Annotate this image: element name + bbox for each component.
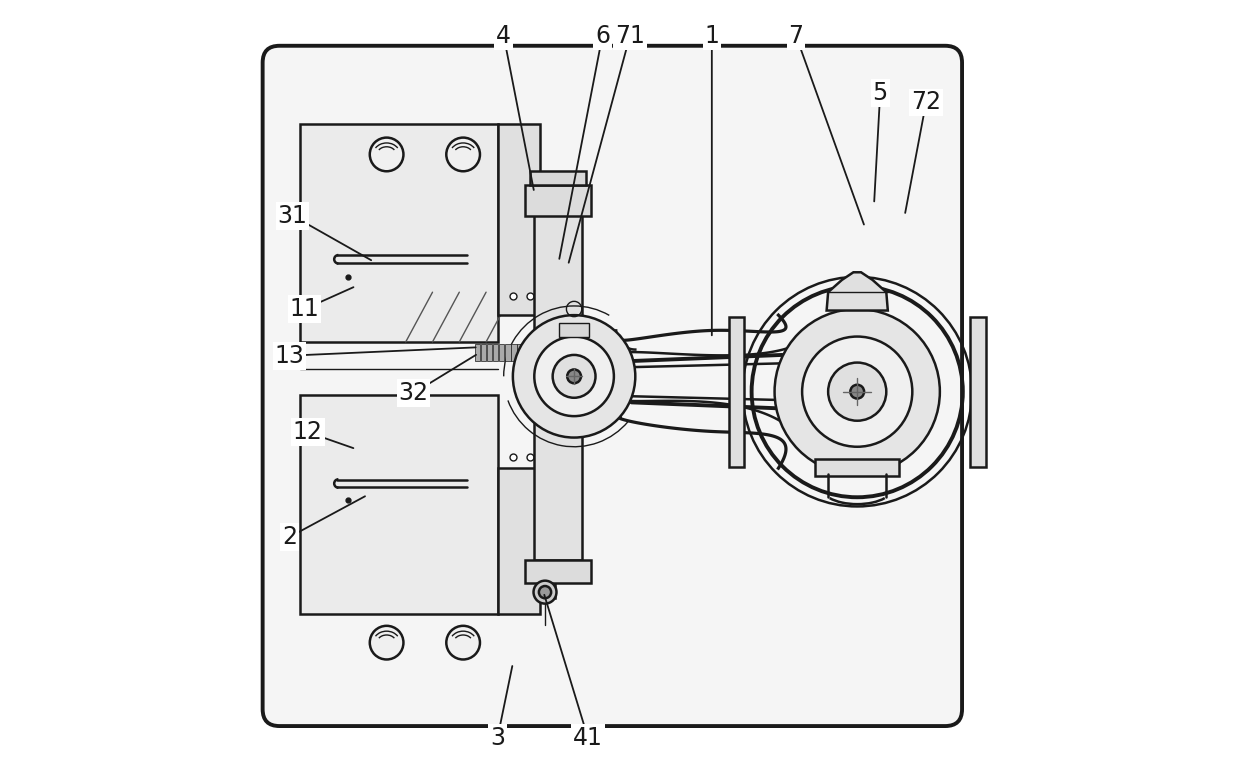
Text: 13: 13 — [274, 344, 304, 368]
Circle shape — [446, 137, 480, 171]
Polygon shape — [300, 124, 497, 342]
Text: 71: 71 — [615, 24, 645, 48]
Text: 4: 4 — [496, 24, 511, 48]
Text: 7: 7 — [789, 24, 804, 48]
Circle shape — [828, 362, 887, 421]
Circle shape — [446, 626, 480, 660]
Text: 6: 6 — [595, 24, 610, 48]
Polygon shape — [497, 468, 556, 614]
Circle shape — [370, 137, 403, 171]
Bar — [523, 344, 529, 361]
Circle shape — [553, 355, 595, 398]
Bar — [559, 323, 589, 336]
Polygon shape — [729, 316, 744, 467]
Text: 32: 32 — [398, 381, 428, 406]
Bar — [475, 344, 480, 361]
Text: 41: 41 — [573, 726, 603, 750]
Circle shape — [567, 369, 582, 383]
Text: 72: 72 — [911, 91, 941, 114]
Circle shape — [775, 309, 940, 475]
Bar — [505, 344, 511, 361]
Polygon shape — [300, 396, 497, 614]
Bar — [517, 344, 523, 361]
Text: 5: 5 — [873, 81, 888, 105]
Circle shape — [802, 336, 913, 447]
Bar — [525, 185, 591, 216]
Bar — [525, 560, 591, 583]
Circle shape — [533, 581, 557, 604]
Bar — [487, 344, 492, 361]
Text: 31: 31 — [278, 204, 308, 227]
Circle shape — [534, 336, 614, 416]
Circle shape — [851, 385, 864, 399]
Text: 11: 11 — [290, 297, 320, 321]
Bar — [498, 344, 505, 361]
Text: 2: 2 — [281, 525, 296, 549]
Text: 1: 1 — [704, 24, 719, 48]
Circle shape — [370, 626, 403, 660]
Circle shape — [513, 315, 635, 438]
FancyBboxPatch shape — [263, 46, 962, 726]
Text: 12: 12 — [293, 420, 322, 444]
Bar — [494, 344, 498, 361]
Circle shape — [539, 586, 551, 598]
Text: 3: 3 — [490, 726, 505, 750]
Polygon shape — [497, 124, 556, 315]
Bar — [481, 344, 486, 361]
Bar — [815, 459, 899, 476]
Polygon shape — [971, 316, 986, 467]
Bar — [534, 208, 582, 560]
Polygon shape — [827, 273, 888, 310]
Bar — [511, 344, 517, 361]
Bar — [529, 171, 587, 185]
Bar — [529, 344, 536, 361]
